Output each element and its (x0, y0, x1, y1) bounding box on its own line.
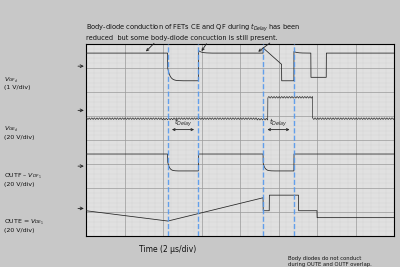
Text: OUTF – $V_{DF_1}$
(20 V/div): OUTF – $V_{DF_1}$ (20 V/div) (4, 171, 42, 187)
Text: $V_{GF_d}$
(1 V/div): $V_{GF_d}$ (1 V/div) (4, 75, 30, 91)
Text: $t_{Delay}$: $t_{Delay}$ (174, 116, 192, 129)
Text: Time (2 μs/div): Time (2 μs/div) (139, 245, 197, 254)
Text: Body diodes do not conduct
during OUTE and OUTF overlap.: Body diodes do not conduct during OUTE a… (288, 256, 372, 267)
Text: Body-diode conduction of FETs CE and QF during $t_{Delay}$ has been
reduced  but: Body-diode conduction of FETs CE and QF … (86, 22, 300, 41)
Text: $V_{GE_d}$
(20 V/div): $V_{GE_d}$ (20 V/div) (4, 124, 34, 140)
Text: OUTE = $V_{DE_1}$
(20 V/div): OUTE = $V_{DE_1}$ (20 V/div) (4, 218, 44, 233)
Text: $t_{Delay}$: $t_{Delay}$ (269, 116, 288, 129)
